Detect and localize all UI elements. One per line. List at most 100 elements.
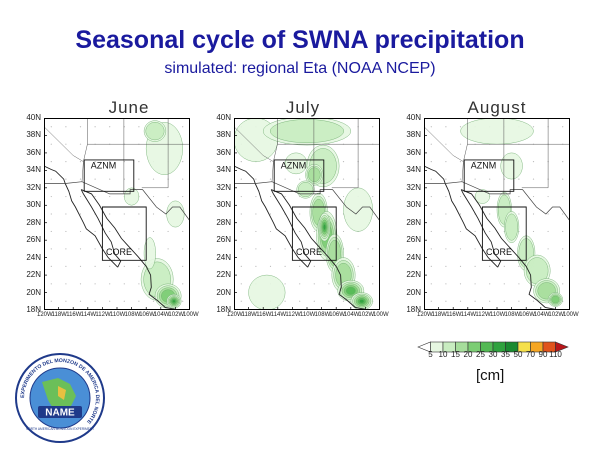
precip-contour: [343, 187, 373, 232]
logo-center-text: NAME: [45, 408, 75, 419]
lat-tick-label: 34N: [406, 165, 421, 175]
lon-tick-label: 112W: [285, 312, 301, 318]
name-logo: EXPERIMENTO DEL MONZON DE AMERICA DEL NO…: [15, 353, 105, 443]
lon-tick-label: 120W: [37, 312, 53, 318]
precip-contour: [284, 152, 308, 175]
lat-tick-label: 38N: [406, 130, 421, 140]
lat-tick-label: 36N: [26, 147, 41, 157]
colorbar-tick-label: 90: [538, 350, 548, 359]
lon-tick-label: 116W: [66, 312, 82, 318]
lat-tick-label: 36N: [406, 147, 421, 157]
precip-contour: [172, 299, 176, 303]
aznm-label: AZNM: [281, 161, 307, 171]
colorbar-tick-label: 5: [428, 350, 433, 359]
region-box-aznm: [83, 159, 135, 192]
lat-tick-label: 20N: [26, 287, 41, 297]
colorbar-tick-label: 35: [501, 350, 510, 359]
lon-tick-label: 114W: [460, 312, 477, 318]
aznm-label: AZNM: [471, 161, 497, 171]
lon-tick-label: 114W: [270, 312, 287, 318]
lon-tick-label: 100W: [183, 312, 199, 318]
lat-tick-label: 22N: [26, 270, 41, 280]
precip-contour: [323, 224, 326, 231]
lon-tick-label: 118W: [241, 312, 257, 318]
lon-tick-label: 110W: [300, 312, 316, 318]
lon-tick-label: 106W: [519, 312, 535, 318]
lon-tick-label: 108W: [314, 312, 331, 318]
region-box-core: [481, 206, 527, 261]
lon-tick-label: 106W: [139, 312, 155, 318]
lon-tick-label: 100W: [563, 312, 579, 318]
lat-tick-label: 40N: [406, 113, 421, 122]
lat-tick-label: 24N: [26, 252, 41, 262]
colorbar-unit: [cm]: [476, 367, 505, 384]
lat-tick-label: 20N: [406, 287, 421, 297]
lon-tick-label: 110W: [110, 312, 126, 318]
lon-tick-label: 102W: [168, 312, 185, 318]
logo-sub-text: NORTH AMERICAN MONSOON EXPERIMENT: [26, 427, 94, 431]
lat-tick-label: 40N: [216, 113, 231, 122]
region-box-aznm: [273, 159, 325, 192]
core-label: CORE: [106, 247, 132, 257]
lat-tick-label: 30N: [406, 200, 421, 210]
lat-tick-label: 32N: [216, 182, 231, 192]
aznm-label: AZNM: [91, 161, 117, 171]
precip-contour: [145, 122, 165, 141]
precip-contour: [248, 274, 286, 310]
lat-tick-label: 34N: [26, 165, 41, 175]
precip-contour: [166, 200, 185, 228]
lat-tick-label: 22N: [216, 270, 231, 280]
precip-map-june: AZNM CORE: [44, 118, 190, 310]
lat-tick-label: 18N: [406, 305, 421, 314]
lat-tick-label: 28N: [26, 217, 41, 227]
colorbar-tick-label: 50: [513, 350, 523, 359]
lon-tick-label: 102W: [358, 312, 375, 318]
lon-tick-label: 114W: [80, 312, 97, 318]
lat-tick-label: 32N: [26, 182, 41, 192]
lat-tick-label: 18N: [216, 305, 231, 314]
colorbar-tick-label: 25: [476, 350, 485, 359]
lon-tick-label: 120W: [227, 312, 243, 318]
lat-tick-label: 24N: [406, 252, 421, 262]
region-box-core: [101, 206, 147, 261]
colorbar-tick-label: 20: [463, 350, 473, 359]
lat-tick-label: 30N: [26, 200, 41, 210]
lat-tick-label: 22N: [406, 270, 421, 280]
precip-contour: [345, 286, 356, 295]
precip-contour: [551, 295, 560, 304]
core-label: CORE: [486, 247, 512, 257]
lat-tick-label: 26N: [406, 235, 421, 245]
region-box-core: [291, 206, 337, 261]
lat-tick-label: 26N: [216, 235, 231, 245]
core-label: CORE: [296, 247, 322, 257]
lon-tick-label: 102W: [548, 312, 565, 318]
region-box-aznm: [463, 159, 515, 192]
lat-tick-label: 28N: [406, 217, 421, 227]
lat-tick-label: 38N: [26, 130, 41, 140]
panel-title-july: July: [285, 98, 321, 117]
colorbar: [417, 341, 569, 353]
lon-tick-label: 118W: [51, 312, 67, 318]
colorbar-tick-label: 10: [438, 350, 448, 359]
lat-tick-label: 28N: [216, 217, 231, 227]
lon-tick-label: 106W: [329, 312, 345, 318]
precip-contour: [297, 182, 314, 198]
colorbar-tick-label: 70: [526, 350, 535, 359]
lon-tick-label: 116W: [446, 312, 462, 318]
lat-tick-label: 38N: [216, 130, 231, 140]
lon-tick-label: 110W: [490, 312, 506, 318]
colorbar-tick-label: 110: [549, 350, 562, 359]
page-subtitle: simulated: regional Eta (NOAA NCEP): [164, 60, 436, 77]
lon-tick-label: 104W: [153, 312, 170, 318]
precip-contour: [359, 299, 365, 304]
lat-tick-label: 20N: [216, 287, 231, 297]
lon-tick-label: 112W: [95, 312, 111, 318]
precip-contour: [474, 189, 490, 204]
lat-tick-label: 36N: [216, 147, 231, 157]
precip-contour: [308, 167, 321, 183]
lon-tick-label: 104W: [343, 312, 360, 318]
panel-title-june: June: [108, 98, 150, 117]
page-title: Seasonal cycle of SWNA precipitation: [75, 26, 525, 54]
precip-contour: [500, 152, 523, 180]
panel-title-august: August: [467, 98, 527, 117]
